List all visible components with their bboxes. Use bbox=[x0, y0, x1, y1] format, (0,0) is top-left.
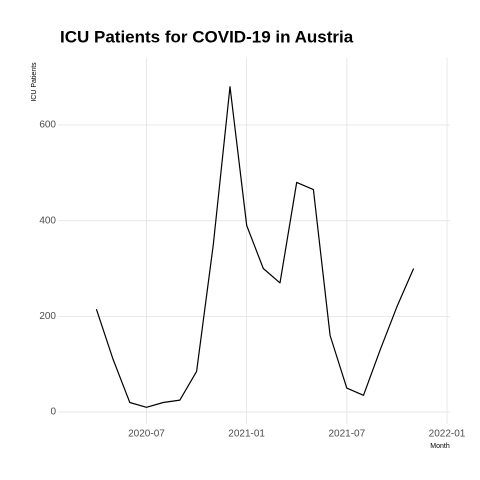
series-line bbox=[95, 86, 415, 408]
x-tick-label: 2020-07 bbox=[128, 429, 165, 440]
x-tick-label: 2021-01 bbox=[228, 429, 265, 440]
y-tick-label: 600 bbox=[39, 120, 56, 131]
y-tick-label: 400 bbox=[39, 215, 56, 226]
chart-title: ICU Patients for COVID-19 in Austria bbox=[60, 27, 354, 46]
y-axis-label: ICU Patients bbox=[31, 62, 38, 102]
y-tick-label: 200 bbox=[39, 311, 56, 322]
x-axis-label: Month bbox=[430, 443, 450, 450]
y-tick-label: 0 bbox=[50, 407, 56, 418]
x-tick-label: 2022-01 bbox=[429, 429, 466, 440]
x-tick-label: 2021-07 bbox=[328, 429, 365, 440]
